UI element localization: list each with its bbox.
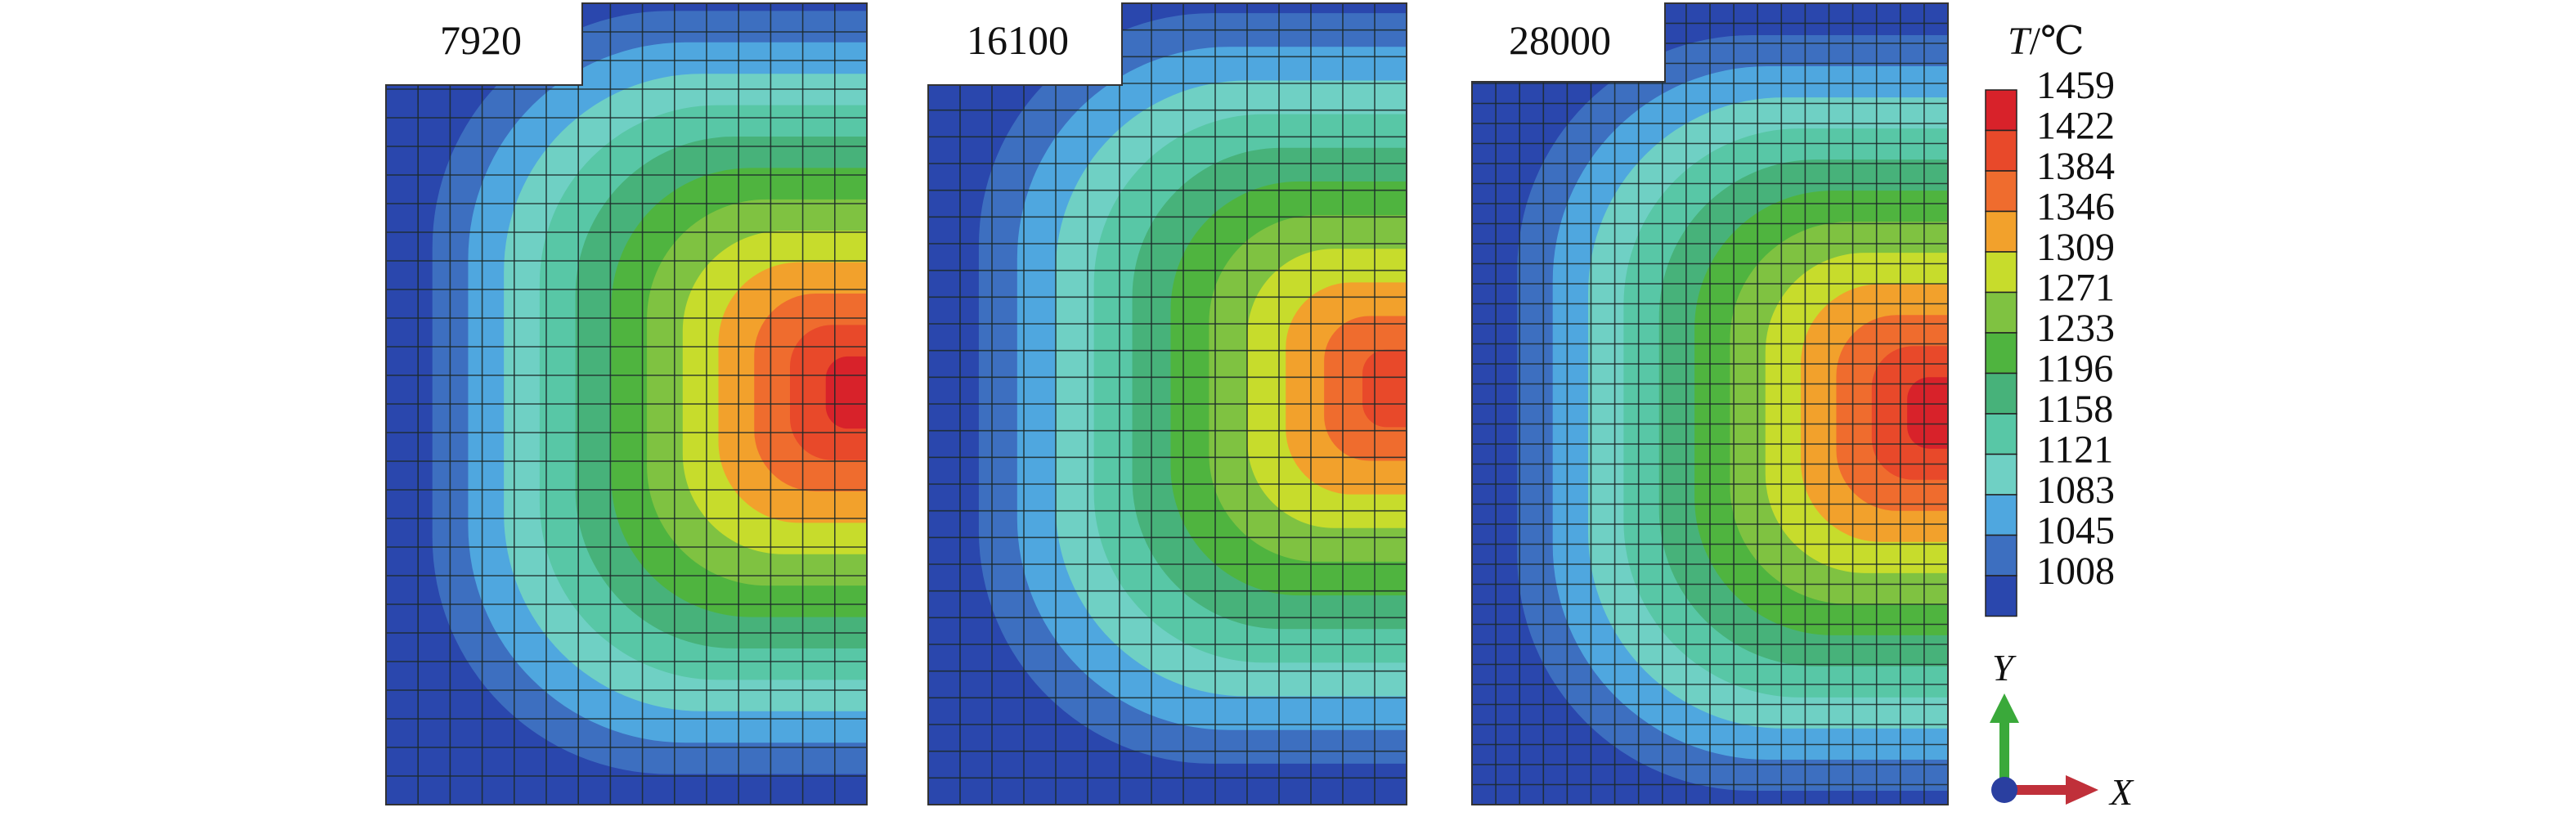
y-arrow-head [1990,693,2019,723]
legend-value: 1384 [2036,145,2115,188]
panel-label: 28000 [1509,17,1611,63]
legend-swatch [1985,170,2017,213]
panel-label: 16100 [967,17,1069,63]
x-arrow-head [2066,775,2098,805]
legend-swatch [1985,372,2017,415]
legend-swatch [1985,453,2017,496]
temperature-legend: T/℃ 145914221384134613091271123311961158… [1985,20,2115,617]
legend-value: 1459 [2036,64,2115,107]
legend-value: 1422 [2036,105,2115,148]
contour-panel-7920: 7920 [385,2,868,805]
contour-panel-16100: 16100 [927,2,1407,805]
legend-swatch [1985,291,2017,334]
legend-swatch [1985,575,2017,617]
axis-origin [1991,777,2017,803]
axis-triad: Y X [1990,647,2134,813]
legend-title: T/℃ [2008,20,2085,63]
legend-swatch [1985,534,2017,576]
legend-value: 1045 [2036,509,2115,553]
legend-value: 1158 [2036,388,2113,431]
legend-swatch [1985,210,2017,253]
legend-value: 1309 [2036,226,2115,269]
mesh-grid [928,3,1407,805]
contour-panel-28000: 28000 [1471,2,1949,805]
y-axis-label: Y [1992,647,2017,689]
temperature-bands [386,3,867,805]
legend-values: 1459142213841346130912711233119611581121… [2036,64,2115,593]
legend-swatch [1985,332,2017,375]
x-axis-label: X [2108,771,2134,813]
legend-swatch [1985,251,2017,294]
legend-swatch [1985,494,2017,536]
legend-swatch [1985,89,2017,132]
legend-value: 1346 [2036,186,2115,229]
legend-value: 1271 [2036,267,2115,310]
legend-swatch [1985,129,2017,172]
legend-value: 1083 [2036,469,2115,512]
legend-value: 1196 [2036,348,2113,391]
legend-value: 1233 [2036,307,2115,350]
legend-swatch [1985,413,2017,455]
legend-value: 1008 [2036,550,2115,593]
legend-color-bar [1985,89,2017,617]
legend-value: 1121 [2036,428,2113,472]
panel-label: 7920 [440,17,522,63]
mesh-grid [386,3,867,805]
mesh-grid [1472,3,1948,805]
